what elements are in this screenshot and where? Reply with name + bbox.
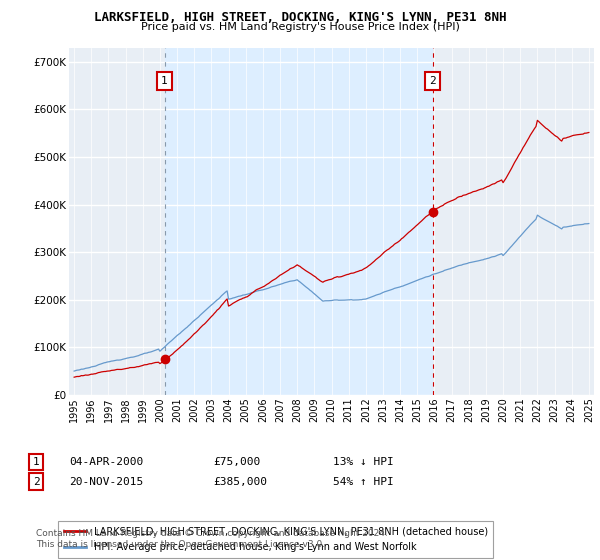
Text: Price paid vs. HM Land Registry's House Price Index (HPI): Price paid vs. HM Land Registry's House … <box>140 22 460 32</box>
Text: 1: 1 <box>161 76 168 86</box>
Text: LARKSFIELD, HIGH STREET, DOCKING, KING'S LYNN, PE31 8NH: LARKSFIELD, HIGH STREET, DOCKING, KING'S… <box>94 11 506 24</box>
Text: 2: 2 <box>32 477 40 487</box>
Text: 20-NOV-2015: 20-NOV-2015 <box>69 477 143 487</box>
Text: £75,000: £75,000 <box>213 457 260 467</box>
Text: £385,000: £385,000 <box>213 477 267 487</box>
Text: 2: 2 <box>430 76 436 86</box>
Bar <box>164 48 433 395</box>
Legend: LARKSFIELD, HIGH STREET, DOCKING, KING'S LYNN, PE31 8NH (detached house), HPI: A: LARKSFIELD, HIGH STREET, DOCKING, KING'S… <box>58 521 493 558</box>
Text: 04-APR-2000: 04-APR-2000 <box>69 457 143 467</box>
Text: Contains HM Land Registry data © Crown copyright and database right 2024.
This d: Contains HM Land Registry data © Crown c… <box>36 529 388 549</box>
Text: 13% ↓ HPI: 13% ↓ HPI <box>333 457 394 467</box>
Text: 1: 1 <box>32 457 40 467</box>
Text: 54% ↑ HPI: 54% ↑ HPI <box>333 477 394 487</box>
